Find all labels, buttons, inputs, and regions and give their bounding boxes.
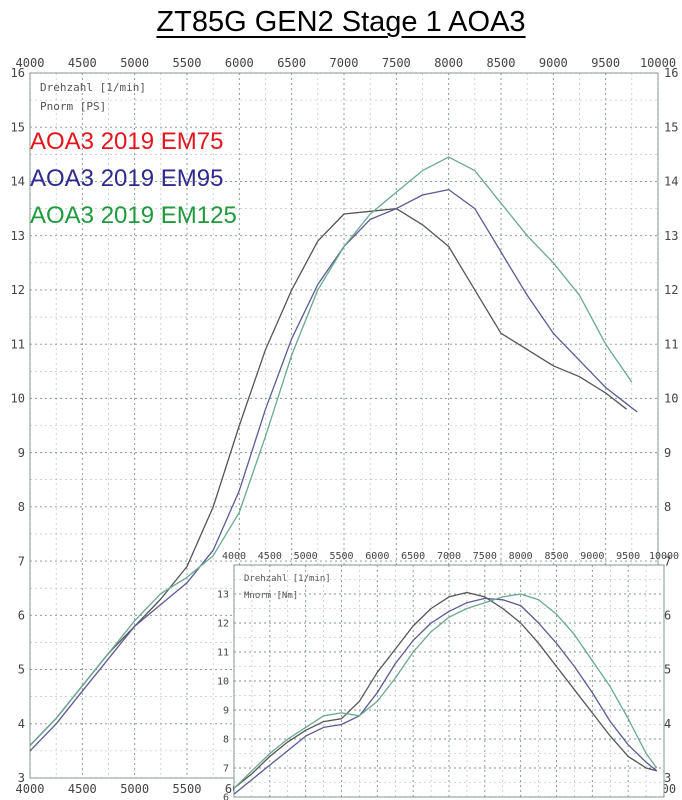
- main-x-tick-label-bottom: 4500: [68, 782, 97, 796]
- main-x-tick-label-top: 5000: [120, 56, 149, 70]
- figure-title-text: ZT85G GEN2 Stage 1 AOA3: [156, 6, 526, 38]
- main-y-tick-label-left: 9: [18, 446, 25, 460]
- main-y-tick-label-right: 12: [664, 283, 678, 297]
- main-x-tick-label-bottom: 4000: [16, 782, 45, 796]
- main-x-tick-label-bottom: 5000: [120, 782, 149, 796]
- legend-entry-em75: AOA3 2019 EM75: [30, 128, 224, 155]
- inset-x-tick-label-top: 9500: [616, 551, 640, 562]
- main-y-tick-label-left: 11: [11, 337, 25, 351]
- main-y-axis-caption: Pnorm [PS]: [40, 100, 106, 113]
- main-x-tick-label-top: 9500: [591, 56, 620, 70]
- main-x-tick-label-top: 7500: [382, 56, 411, 70]
- main-y-tick-label-right: 11: [664, 337, 678, 351]
- main-x-tick-label-top: 4500: [68, 56, 97, 70]
- main-x-tick-label-bottom: 5500: [173, 782, 202, 796]
- inset-x-tick-label-top: 4000: [222, 551, 246, 562]
- inset-x-tick-label-top: 7500: [473, 551, 497, 562]
- main-y-tick-label-left: 4: [18, 717, 25, 731]
- main-y-tick-label-right: 6: [664, 609, 671, 623]
- inset-x-axis-caption: Drehzahl [1/min]: [244, 574, 331, 584]
- inset-series-line-1: [233, 591, 657, 789]
- inset-y-tick-label-left: 6: [223, 793, 229, 800]
- inset-x-tick-label-top: 5500: [329, 551, 353, 562]
- legend-entry-em125: AOA3 2019 EM125: [30, 202, 237, 229]
- main-y-tick-label-left: 10: [11, 392, 25, 406]
- inset-x-tick-label-top: 10000: [649, 551, 679, 562]
- main-x-tick-label-top: 6000: [225, 56, 254, 70]
- main-y-tick-label-left: 6: [18, 609, 25, 623]
- inset-x-tick-label-top: 5000: [294, 551, 318, 562]
- main-y-tick-label-right: 9: [664, 446, 671, 460]
- main-y-tick-label-left: 3: [18, 771, 25, 785]
- main-y-tick-label-right: 4: [664, 717, 671, 731]
- inset-x-tick-label-top: 7000: [437, 551, 461, 562]
- torque-chart: 4000 4500 5000 5500 6000 6500 7000 7500 8000 8500…: [217, 551, 679, 800]
- inset-y-axis-caption: Mnorm [Nm]: [244, 591, 298, 601]
- inset-y-tick-label-left: 11: [217, 648, 229, 659]
- inset-y-tick-label-left: 10: [217, 677, 229, 688]
- main-y-tick-label-right: 16: [664, 66, 678, 80]
- inset-x-tick-label-top: 8000: [509, 551, 533, 562]
- main-x-tick-label-top: 6500: [277, 56, 306, 70]
- main-x-tick-label-top: 7000: [330, 56, 359, 70]
- main-y-tick-label-left: 13: [11, 229, 25, 243]
- legend-entry-em95: AOA3 2019 EM95: [30, 165, 224, 192]
- main-y-tick-label-right: 8: [664, 500, 671, 514]
- inset-y-tick-label-left: 13: [217, 590, 229, 601]
- inset-y-tick-label-left: 7: [223, 764, 229, 775]
- main-y-tick-label-left: 7: [18, 554, 25, 568]
- inset-y-tick-label-left: 8: [223, 735, 229, 746]
- main-series-line-3: [29, 156, 633, 746]
- inset-series-line-2: [233, 597, 658, 795]
- inset-x-tick-label-top: 4500: [258, 551, 282, 562]
- main-y-tick-label-right: 7: [664, 554, 671, 568]
- main-x-tick-label-top: 8500: [487, 56, 516, 70]
- main-y-tick-label-right: 14: [664, 175, 678, 189]
- main-x-tick-label-top: 5500: [173, 56, 202, 70]
- inset-series-line-3: [233, 593, 658, 789]
- main-y-tick-label-right: 15: [664, 120, 678, 134]
- main-y-tick-label-left: 15: [11, 120, 25, 134]
- inset-x-tick-label-top: 6000: [365, 551, 389, 562]
- main-y-tick-label-right: 5: [664, 663, 671, 677]
- main-y-tick-label-left: 14: [11, 175, 25, 189]
- main-y-tick-label-left: 16: [11, 66, 25, 80]
- inset-x-tick-label-top: 9000: [580, 551, 604, 562]
- main-y-tick-label-right: 3: [664, 771, 671, 785]
- inset-x-tick-label-top: 8500: [544, 551, 568, 562]
- inset-y-tick-label-left: 12: [217, 619, 229, 630]
- main-x-tick-label-top: 8000: [434, 56, 463, 70]
- main-y-tick-label-right: 13: [664, 229, 678, 243]
- main-y-tick-label-left: 12: [11, 283, 25, 297]
- main-y-tick-label-left: 5: [18, 663, 25, 677]
- main-y-tick-label-right: 10: [664, 392, 678, 406]
- inset-x-tick-label-top: 6500: [401, 551, 425, 562]
- main-x-axis-caption: Drehzahl [1/min]: [40, 81, 146, 94]
- inset-y-tick-label-left: 9: [223, 706, 229, 717]
- main-x-tick-label-top: 9000: [539, 56, 568, 70]
- main-x-tick-label-top: 4000: [16, 56, 45, 70]
- figure-title: ZT85G GEN2 Stage 1 AOA3: [0, 6, 682, 39]
- main-y-tick-label-left: 8: [18, 500, 25, 514]
- main-x-tick-label-top: 10000: [640, 56, 676, 70]
